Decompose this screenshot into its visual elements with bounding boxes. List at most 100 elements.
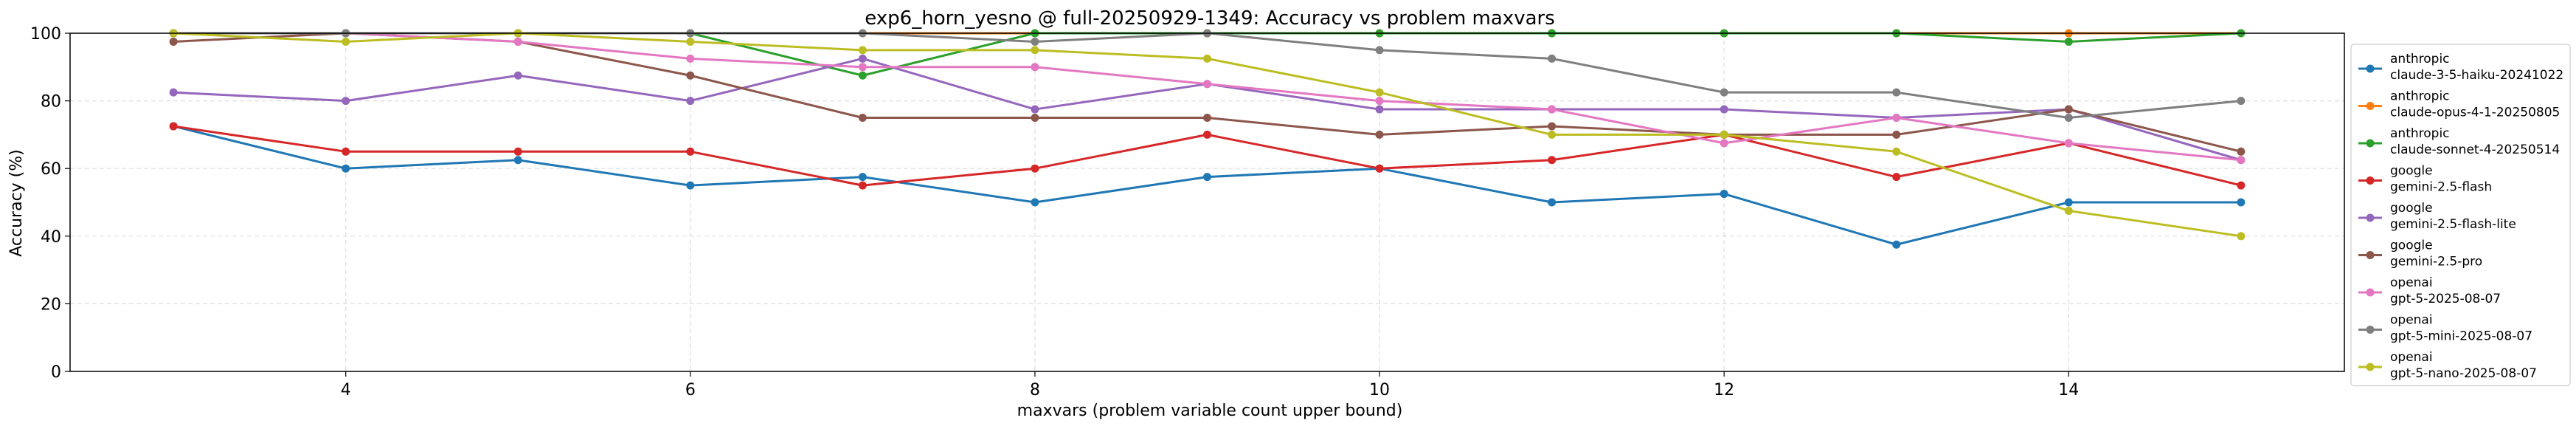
data-point xyxy=(1892,130,1901,139)
data-point xyxy=(1375,97,1384,106)
y-tick-label: 80 xyxy=(41,93,61,111)
legend-series-label: gemini-2.5-flash xyxy=(2390,180,2492,195)
data-point xyxy=(1375,164,1384,173)
data-point xyxy=(1892,88,1901,97)
data-point xyxy=(513,147,522,156)
data-point xyxy=(1720,105,1728,114)
y-tick-label: 20 xyxy=(41,295,61,314)
data-point xyxy=(169,122,178,131)
data-point xyxy=(2237,232,2246,241)
data-point xyxy=(1720,130,1728,139)
data-point xyxy=(1548,105,1557,114)
y-tick-label: 100 xyxy=(30,25,61,44)
legend-item: anthropic claude-3-5-haiku-20241022 xyxy=(2358,52,2563,83)
legend-item: anthropic claude-opus-4-1-20250805 xyxy=(2358,89,2560,120)
data-point xyxy=(1375,88,1384,97)
data-point xyxy=(1031,114,1039,122)
data-point xyxy=(513,37,522,46)
data-point xyxy=(1720,88,1728,97)
legend-series-label: claude-opus-4-1-20250805 xyxy=(2390,106,2560,120)
x-tick-label: 6 xyxy=(685,381,696,399)
data-point xyxy=(342,97,350,106)
data-point xyxy=(1720,139,1728,148)
legend-provider-label: anthropic xyxy=(2390,126,2450,141)
data-point xyxy=(2064,114,2073,122)
legend-series-label: gemini-2.5-flash-lite xyxy=(2390,217,2516,232)
data-point xyxy=(2064,139,2073,148)
data-point xyxy=(858,71,867,80)
data-point xyxy=(169,88,178,97)
data-point xyxy=(686,147,695,156)
legend-item: anthropic claude-sonnet-4-20250514 xyxy=(2358,126,2560,157)
data-point xyxy=(1548,122,1557,131)
legend-series-label: claude-3-5-haiku-20241022 xyxy=(2390,68,2563,83)
x-tick-label: 8 xyxy=(1030,381,1040,399)
data-point xyxy=(513,71,522,80)
ticks: 4 6 8 10 12 14 0 20 40 60 80 100 xyxy=(30,25,2079,399)
data-point xyxy=(1031,198,1039,207)
legend-provider-label: anthropic xyxy=(2390,89,2450,104)
data-point xyxy=(686,71,695,80)
legend: anthropicclaude-3-5-haiku-20241022anthro… xyxy=(2350,44,2571,387)
data-point xyxy=(1375,46,1384,55)
series-claude-3-5-haiku-20241022 xyxy=(169,122,2246,249)
data-point xyxy=(169,37,178,46)
data-point xyxy=(2064,206,2073,215)
legend-provider-label: google xyxy=(2390,238,2433,253)
x-tick-label: 10 xyxy=(1369,381,1390,399)
legend-swatch-marker xyxy=(2366,102,2375,110)
data-point xyxy=(1203,80,1211,89)
legend-series-label: gpt-5-2025-08-07 xyxy=(2390,292,2501,306)
data-point xyxy=(2237,181,2246,190)
data-point xyxy=(1031,63,1039,72)
data-point xyxy=(2237,198,2246,207)
data-point xyxy=(1548,156,1557,165)
data-point xyxy=(1203,114,1211,122)
data-point xyxy=(686,37,695,46)
legend-swatch-marker xyxy=(2366,326,2375,334)
legend-series-label: gpt-5-nano-2025-08-07 xyxy=(2390,366,2537,381)
y-tick-label: 0 xyxy=(51,363,61,382)
data-point xyxy=(1548,198,1557,207)
data-point xyxy=(686,97,695,106)
x-tick-label: 12 xyxy=(1714,381,1734,399)
legend-series-label: gemini-2.5-pro xyxy=(2390,255,2482,270)
data-point xyxy=(1031,46,1039,55)
data-point xyxy=(1203,173,1211,182)
legend-swatch-marker xyxy=(2366,363,2375,371)
data-point xyxy=(1375,130,1384,139)
legend-swatch-marker xyxy=(2366,139,2375,148)
data-point xyxy=(2237,156,2246,165)
data-point xyxy=(1548,54,1557,63)
data-point xyxy=(858,173,867,182)
data-point xyxy=(1892,147,1901,156)
legend-swatch-marker xyxy=(2366,176,2375,185)
data-point xyxy=(342,147,350,156)
data-point xyxy=(1031,105,1039,114)
legend-swatch-marker xyxy=(2366,251,2375,259)
data-point xyxy=(2237,147,2246,156)
legend-item: google gemini-2.5-pro xyxy=(2358,238,2482,270)
data-point xyxy=(1203,130,1211,139)
legend-provider-label: google xyxy=(2390,164,2433,179)
legend-provider-label: openai xyxy=(2390,275,2433,290)
y-tick-label: 40 xyxy=(41,228,61,247)
data-point xyxy=(2064,105,2073,114)
legend-provider-label: openai xyxy=(2390,313,2433,328)
legend-series-label: gpt-5-mini-2025-08-07 xyxy=(2390,329,2532,344)
data-point xyxy=(513,156,522,165)
legend-swatch-marker xyxy=(2366,64,2375,73)
data-point xyxy=(1031,164,1039,173)
data-point xyxy=(1720,190,1728,199)
y-tick-label: 60 xyxy=(41,160,61,179)
data-point xyxy=(342,37,350,46)
data-point xyxy=(1203,54,1211,63)
data-point xyxy=(686,54,695,63)
chart-title: exp6_horn_yesno @ full-20250929-1349: Ac… xyxy=(865,7,1555,30)
legend-box xyxy=(2350,44,2571,387)
